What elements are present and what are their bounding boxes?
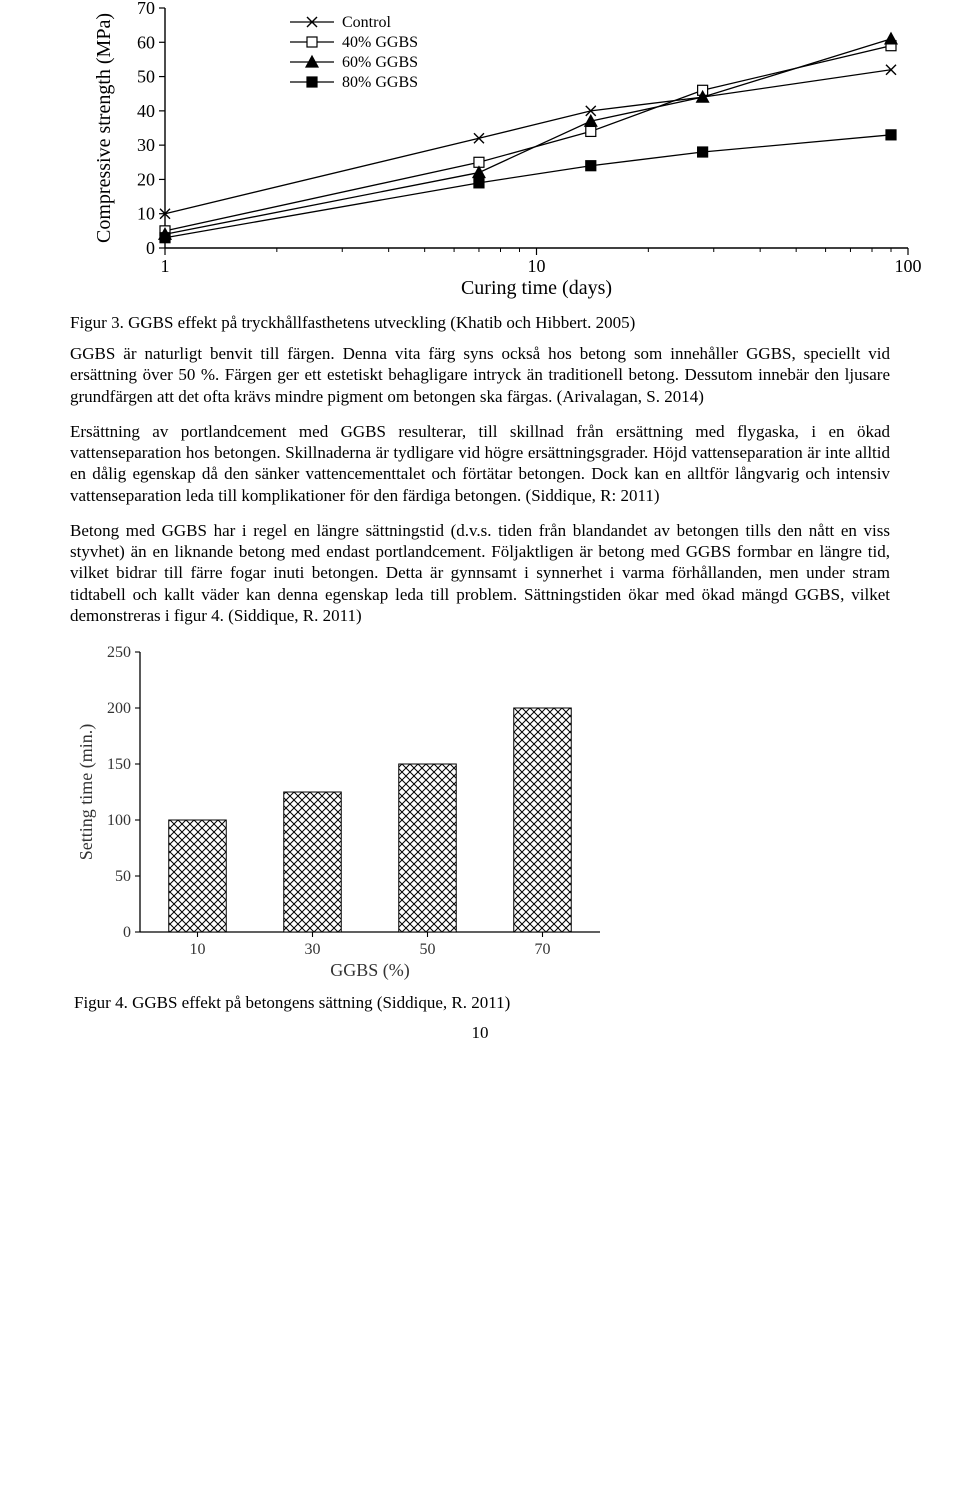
- svg-text:0: 0: [123, 924, 131, 941]
- svg-text:80% GGBS: 80% GGBS: [342, 74, 418, 91]
- svg-text:40% GGBS: 40% GGBS: [342, 34, 418, 51]
- svg-text:50: 50: [115, 868, 131, 885]
- compressive-strength-chart: 010203040506070110100Curing time (days)C…: [70, 0, 890, 305]
- figure-3-caption: Figur 3. GGBS effekt på tryckhållfasthet…: [70, 313, 890, 333]
- svg-text:60% GGBS: 60% GGBS: [342, 54, 418, 71]
- svg-text:40: 40: [137, 101, 155, 121]
- paragraph-1: GGBS är naturligt benvit till färgen. De…: [70, 343, 890, 407]
- svg-text:60: 60: [137, 32, 155, 52]
- svg-text:30: 30: [137, 135, 155, 155]
- svg-text:150: 150: [107, 756, 131, 773]
- svg-text:250: 250: [107, 644, 131, 661]
- setting-time-chart: 0 50 100 150 200 250 10 30 50 70 GGBS (%) Setting t…: [70, 640, 890, 985]
- svg-text:100: 100: [107, 812, 131, 829]
- svg-text:Compressive strength (MPa): Compressive strength (MPa): [93, 13, 115, 243]
- svg-text:Curing time (days): Curing time (days): [461, 277, 612, 299]
- svg-text:Setting time (min.): Setting time (min.): [76, 724, 97, 861]
- svg-text:10: 10: [190, 941, 206, 958]
- svg-text:0: 0: [146, 238, 155, 258]
- svg-text:50: 50: [420, 941, 436, 958]
- svg-text:100: 100: [895, 256, 922, 276]
- svg-text:10: 10: [137, 204, 155, 224]
- svg-text:50: 50: [137, 67, 155, 87]
- paragraph-2: Ersättning av portlandcement med GGBS re…: [70, 421, 890, 506]
- svg-text:200: 200: [107, 700, 131, 717]
- figure-4-caption: Figur 4. GGBS effekt på betongens sättni…: [74, 993, 890, 1013]
- svg-text:GGBS (%): GGBS (%): [330, 960, 410, 980]
- svg-text:1: 1: [161, 256, 170, 276]
- svg-text:30: 30: [305, 941, 321, 958]
- svg-text:10: 10: [528, 256, 546, 276]
- svg-text:Control: Control: [342, 14, 391, 31]
- svg-text:70: 70: [535, 941, 551, 958]
- svg-text:70: 70: [137, 0, 155, 18]
- page-number: 10: [70, 1023, 890, 1043]
- svg-text:20: 20: [137, 169, 155, 189]
- paragraph-3: Betong med GGBS har i regel en längre sä…: [70, 520, 890, 626]
